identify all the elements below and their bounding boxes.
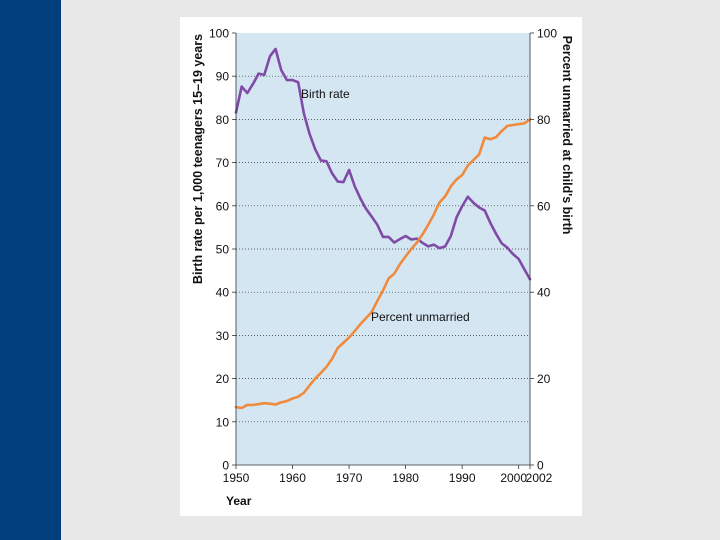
percent-unmarried-line xyxy=(234,118,532,410)
y-left-tick-label: 20 xyxy=(216,372,230,386)
y-right-tick-label: 20 xyxy=(537,372,551,386)
series-lines xyxy=(234,47,532,410)
percent-unmarried-series-label: Percent unmarried xyxy=(371,310,470,324)
y-right-tick-label: 100 xyxy=(537,27,557,41)
x-tick-label: 1960 xyxy=(279,471,306,485)
tick-labels: 0 10 20 30 40 50 60 70 80 90 100 0 20 40 60 80 100 1950 19… xyxy=(209,27,557,486)
y-right-tick-label: 60 xyxy=(537,199,551,213)
x-tick-label: 1990 xyxy=(449,471,476,485)
y-left-tick-label: 50 xyxy=(216,243,230,257)
y-axis-left-title: Birth rate per 1,000 teenagers 15–19 yea… xyxy=(191,34,205,284)
x-tick-label: 1980 xyxy=(392,471,419,485)
y-left-tick-label: 10 xyxy=(216,415,230,429)
x-tick-label: 2000 xyxy=(500,471,527,485)
y-right-tick-label: 80 xyxy=(537,113,551,127)
y-left-tick-label: 90 xyxy=(216,70,230,84)
y-left-tick-label: 60 xyxy=(216,199,230,213)
y-left-tick-label: 70 xyxy=(216,156,230,170)
y-left-tick-label: 80 xyxy=(216,113,230,127)
y-right-tick-label: 0 xyxy=(537,459,544,473)
y-right-tick-label: 40 xyxy=(537,286,551,300)
birth-rate-series-label: Birth rate xyxy=(301,87,350,101)
dual-axis-line-chart: 0 10 20 30 40 50 60 70 80 90 100 0 20 40 60 80 100 1950 19… xyxy=(191,27,574,509)
figure-panel: 0 10 20 30 40 50 60 70 80 90 100 0 20 40 60 80 100 1950 19… xyxy=(180,17,582,516)
y-left-tick-label: 30 xyxy=(216,329,230,343)
y-left-tick-label: 100 xyxy=(209,27,229,41)
y-left-tick-label: 40 xyxy=(216,286,230,300)
x-tick-label: 1950 xyxy=(223,471,250,485)
x-tick-label: 2002 xyxy=(526,471,553,485)
y-axis-right-title: Percent unmarried at child's birth xyxy=(560,36,574,235)
birth-rate-line xyxy=(234,47,532,281)
left-accent-bar xyxy=(0,0,61,540)
x-axis-title: Year xyxy=(226,494,252,508)
y-left-tick-label: 0 xyxy=(222,459,229,473)
x-tick-label: 1970 xyxy=(336,471,363,485)
